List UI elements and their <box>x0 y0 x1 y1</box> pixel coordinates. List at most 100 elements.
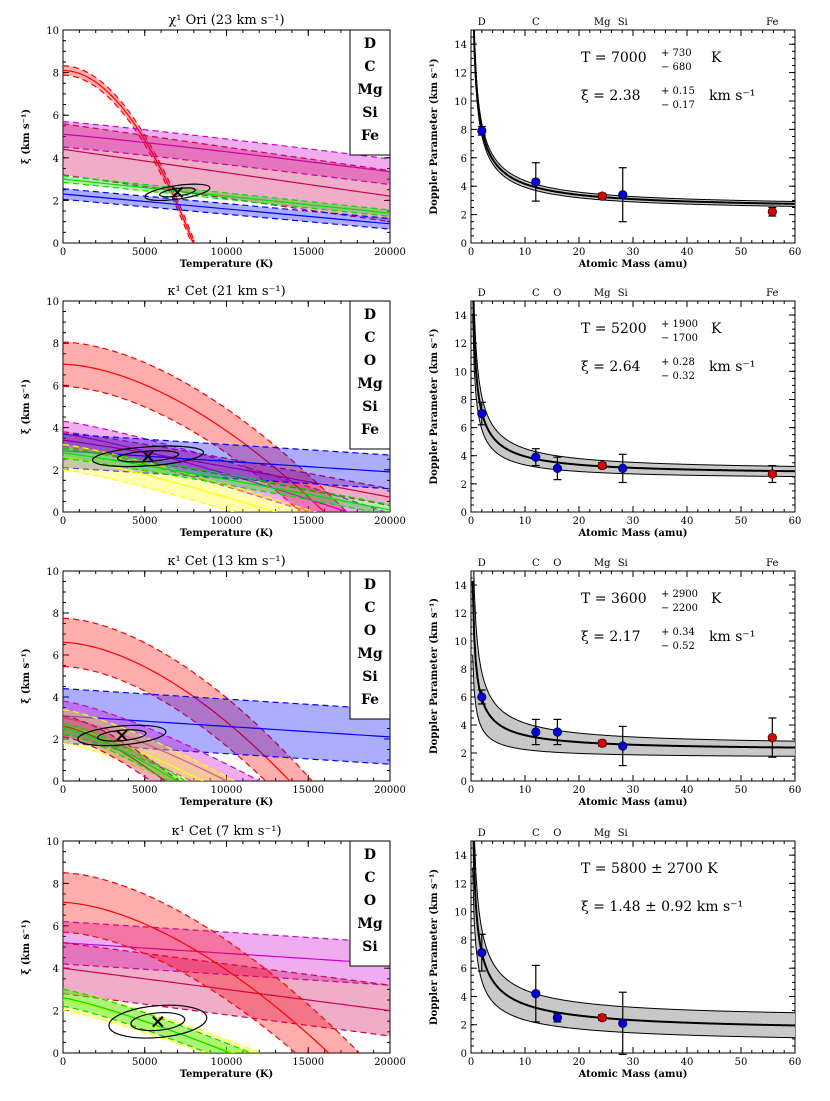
data-point <box>552 1013 563 1023</box>
data-point <box>531 727 541 737</box>
panel-title: κ¹ Cet (21 km s⁻¹) <box>167 284 285 299</box>
x-tick-label: 10000 <box>211 785 243 796</box>
confidence-contour-inner <box>97 729 147 742</box>
x-tick-label: 60 <box>789 516 802 527</box>
doppler-panel-4: 0 10 20 30 40 50 60 0 2 4 6 8 10 12 14 Atomic Mass (amu… <box>429 828 802 1080</box>
fit-upper-curve <box>473 30 795 202</box>
x-tick-label: 40 <box>681 785 694 796</box>
x-tick-label: 50 <box>735 1057 748 1068</box>
legend-entry-d: D <box>364 36 376 52</box>
band-lower-d <box>63 665 267 781</box>
y-tick-label: 4 <box>461 721 467 732</box>
data-point <box>767 207 777 217</box>
x-axis-label: Temperature (K) <box>180 259 274 270</box>
band-center-d <box>63 901 330 1053</box>
best-fit-marker <box>171 186 184 199</box>
legend-entry-fe: Fe <box>361 128 379 144</box>
x-tick-label: 0 <box>468 785 474 796</box>
annotation-temperature-plus: + 730 <box>661 48 692 59</box>
panel-title: χ¹ Ori (23 km s⁻¹) <box>168 13 284 28</box>
y-tick-label: 0 <box>461 777 467 788</box>
y-tick-label: 4 <box>53 424 59 435</box>
confidence-contour-inner <box>116 450 180 463</box>
fit-lower-curve <box>472 655 795 757</box>
band-upper-mg <box>63 175 390 211</box>
y-tick-label: 8 <box>53 609 59 620</box>
annotation-temperature-minus: − 2200 <box>661 603 698 614</box>
panel-title: κ¹ Cet (7 km s⁻¹) <box>171 824 281 839</box>
annotation-temperature-unit: K <box>711 321 722 337</box>
band-upper-fe <box>63 188 390 220</box>
fit-uncertainty-band <box>472 571 795 757</box>
y-tick-label: 4 <box>461 182 467 193</box>
fit-layer <box>471 571 795 757</box>
y-tick-label: 12 <box>454 69 467 80</box>
y-tick-label: 14 <box>454 851 467 862</box>
band-lower-d <box>63 74 193 243</box>
x-tick-label: 60 <box>789 785 802 796</box>
legend-entry-si: Si <box>362 669 377 685</box>
element-label-mg: Mg <box>594 17 611 28</box>
x-tick-label: 5000 <box>132 516 157 527</box>
x-tick-label: 10 <box>519 785 532 796</box>
legend-entry-fe: Fe <box>361 692 379 708</box>
element-label-d: D <box>478 17 486 28</box>
band-lower-fe <box>63 467 390 490</box>
confidence-contour-outer <box>108 1004 208 1039</box>
data-point <box>597 1013 607 1023</box>
band-center-fe <box>63 715 390 738</box>
y-tick-label: 2 <box>53 466 59 477</box>
fit-lower-curve <box>472 867 795 1039</box>
y-tick-label: 0 <box>461 1049 467 1060</box>
y-tick-label: 2 <box>461 1021 467 1032</box>
band-center-o <box>63 456 278 512</box>
y-tick-label: 2 <box>461 749 467 760</box>
legend-box <box>349 29 391 156</box>
band-center-mg <box>63 727 179 781</box>
band-lower-fe <box>63 198 390 230</box>
x-tick-label: 20 <box>573 1057 586 1068</box>
y-axis-label: ξ (km s⁻¹) <box>21 648 32 703</box>
y-tick-label: 12 <box>454 339 467 350</box>
x-tick-label: 60 <box>789 1057 802 1068</box>
y-tick-label: 6 <box>461 424 467 435</box>
x-axis-label: Atomic Mass (amu) <box>578 797 688 808</box>
element-label-c: C <box>532 288 540 299</box>
y-tick-label: 0 <box>53 777 59 788</box>
x-tick-label: 20 <box>573 247 586 258</box>
band-lower-si <box>63 448 390 507</box>
legend-entry-d: D <box>364 847 376 863</box>
x-tick-label: 40 <box>681 1057 694 1068</box>
y-tick-label: 10 <box>46 837 59 848</box>
y-tick-label: 2 <box>53 196 59 207</box>
confidence-contour-outer <box>91 445 205 468</box>
fit-layer <box>472 841 795 1039</box>
x-tick-label: 15000 <box>292 516 324 527</box>
band-upper-d <box>63 65 196 243</box>
y-tick-label: 0 <box>53 508 59 519</box>
band-lower-d <box>63 385 302 512</box>
band-layer <box>63 65 390 243</box>
y-tick-label: 2 <box>53 735 59 746</box>
legend-entry-mg: Mg <box>357 916 382 932</box>
band-lower-c <box>63 146 390 186</box>
annotation-temperature: T = 7000 <box>581 50 647 66</box>
band-center-fe <box>63 450 390 473</box>
x-axis-label: Atomic Mass (amu) <box>578 1069 688 1080</box>
band-center-mg <box>63 997 232 1053</box>
annotation-xi-plus: + 0.15 <box>661 86 695 97</box>
band-center-c <box>63 942 390 965</box>
band-center-si <box>63 967 390 1012</box>
band-upper-fe <box>63 688 390 711</box>
band-upper-mg <box>63 988 253 1053</box>
annotation-xi: ξ = 2.17 <box>581 629 641 645</box>
band-layer <box>63 872 390 1053</box>
y-tick-label: 2 <box>461 211 467 222</box>
band-d <box>63 872 360 1053</box>
legend-box <box>349 840 391 967</box>
legend-entry-c: C <box>364 600 375 616</box>
x-tick-label: 30 <box>627 516 640 527</box>
annotation-xi-unit: km s⁻¹ <box>709 629 755 645</box>
x-tick-label: 5000 <box>132 1057 157 1068</box>
